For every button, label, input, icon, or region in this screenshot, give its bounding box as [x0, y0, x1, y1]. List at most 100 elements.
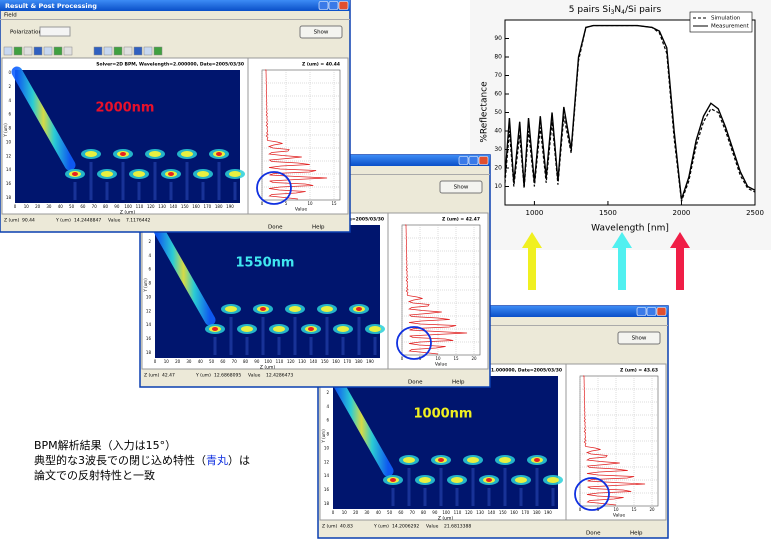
y-tick-label: 12: [146, 308, 152, 313]
profile-curve: [583, 375, 646, 506]
x-tick-label: 90: [254, 359, 260, 364]
legend-label: Simulation: [711, 16, 741, 22]
x-tick-label: 60: [398, 510, 404, 515]
app-window: Result & Post Processing Field Polarizatio…: [0, 0, 351, 233]
tool-icon[interactable]: [93, 46, 103, 56]
x-tick-label: 130: [476, 510, 484, 515]
y-tick-label: 40: [494, 128, 502, 135]
window-button[interactable]: [338, 1, 349, 10]
x-tick-label: 190: [366, 359, 374, 364]
wavelength-label: 1550nm: [236, 256, 295, 271]
tool-icon[interactable]: [53, 46, 63, 56]
y-tick-label: 10: [146, 294, 152, 299]
wavelength-label: 1000nm: [414, 407, 473, 422]
y-tick-label: 18: [146, 350, 152, 355]
title-bar: [0, 0, 350, 11]
window-button[interactable]: [458, 156, 469, 165]
x-tick-label: 30: [46, 204, 52, 209]
x-tick-label: 80: [103, 204, 109, 209]
tool-icon[interactable]: [103, 46, 113, 56]
show-button[interactable]: [299, 25, 343, 39]
beam: [151, 221, 216, 326]
window-title: Result & Post Processing: [5, 2, 97, 10]
button-label: Show: [632, 336, 647, 342]
x-tick-label: 170: [522, 510, 530, 515]
y-tick-label: 14: [146, 322, 152, 327]
x-tick-label: 140: [170, 204, 178, 209]
done-button[interactable]: Done: [268, 225, 283, 231]
window-button[interactable]: [328, 1, 339, 10]
tool-icon[interactable]: [123, 46, 133, 56]
y-tick-label: 2: [148, 239, 151, 244]
x-tick-label: 140: [310, 359, 318, 364]
tool-icon[interactable]: [23, 46, 33, 56]
x-tick-label: 140: [488, 510, 496, 515]
beam: [11, 66, 76, 171]
x-tick-label: 60: [80, 204, 86, 209]
x-tick-label: 20: [175, 359, 181, 364]
x-tick-label: 170: [204, 204, 212, 209]
title-part: 5 pairs Si: [569, 5, 611, 15]
y-tick-label: 90: [494, 35, 502, 42]
x-tick-label: 50: [209, 359, 215, 364]
tool-icon[interactable]: [113, 46, 123, 56]
window-button[interactable]: [646, 307, 657, 316]
field-blob: [390, 478, 396, 482]
status-value: 14.2006292: [392, 524, 419, 530]
tool-icon[interactable]: [133, 46, 143, 56]
x-tick-label: 90: [114, 204, 120, 209]
done-button[interactable]: Done: [408, 380, 423, 386]
x-axis-label: Value: [613, 513, 626, 519]
tool-icon[interactable]: [143, 46, 153, 56]
x-tick-label: 160: [510, 510, 518, 515]
tool-icon[interactable]: [3, 46, 13, 56]
x-tick-label: 160: [332, 359, 340, 364]
x-tick-label: 100: [124, 204, 132, 209]
arrow-red: [670, 232, 690, 290]
show-button[interactable]: [617, 331, 661, 345]
y-axis-label: Y (um): [3, 123, 8, 138]
tool-icon[interactable]: [43, 46, 53, 56]
x-tick-label: 170: [344, 359, 352, 364]
done-button[interactable]: Done: [586, 531, 601, 537]
y-tick-label: 6: [8, 112, 11, 117]
x-tick-label: 90: [432, 510, 438, 515]
x-tick-label: 0: [579, 507, 582, 512]
y-tick-label: 50: [494, 109, 502, 116]
field-blob: [133, 171, 145, 177]
x-tick-label: 40: [376, 510, 382, 515]
x-tick-label: 110: [136, 204, 144, 209]
x-tick-label: 190: [544, 510, 552, 515]
x-tick-label: 40: [198, 359, 204, 364]
note-line: BPM解析結果（入力は15°）: [34, 438, 176, 452]
help-button[interactable]: Help: [630, 531, 643, 537]
field-blob: [273, 326, 285, 332]
window-button[interactable]: [636, 307, 647, 316]
y-tick-label: 14: [324, 473, 330, 478]
x-axis-label: Z (um): [438, 516, 454, 522]
button-label: Show: [454, 185, 469, 191]
tool-icon[interactable]: [63, 46, 73, 56]
tool-icon[interactable]: [13, 46, 23, 56]
arrows: [522, 232, 690, 290]
show-button[interactable]: [439, 180, 483, 194]
window-button[interactable]: [468, 156, 479, 165]
help-button[interactable]: Help: [312, 225, 325, 231]
highlight-circle: [574, 477, 610, 511]
x-tick-label: 60: [220, 359, 226, 364]
field-blob: [212, 327, 218, 331]
field-blob: [168, 172, 174, 176]
window-button[interactable]: [318, 1, 329, 10]
combo-box[interactable]: [39, 26, 71, 37]
window-button[interactable]: [478, 156, 489, 165]
tool-icon[interactable]: [33, 46, 43, 56]
help-button[interactable]: Help: [452, 380, 465, 386]
x-tick-label: 120: [465, 510, 473, 515]
status-value: 21.6813388: [444, 524, 471, 530]
x-tick-label: 0: [14, 204, 17, 209]
note-text: ）は: [228, 454, 250, 467]
window-button[interactable]: [656, 307, 667, 316]
menu-item[interactable]: Field: [4, 13, 17, 19]
tool-icon[interactable]: [153, 46, 163, 56]
